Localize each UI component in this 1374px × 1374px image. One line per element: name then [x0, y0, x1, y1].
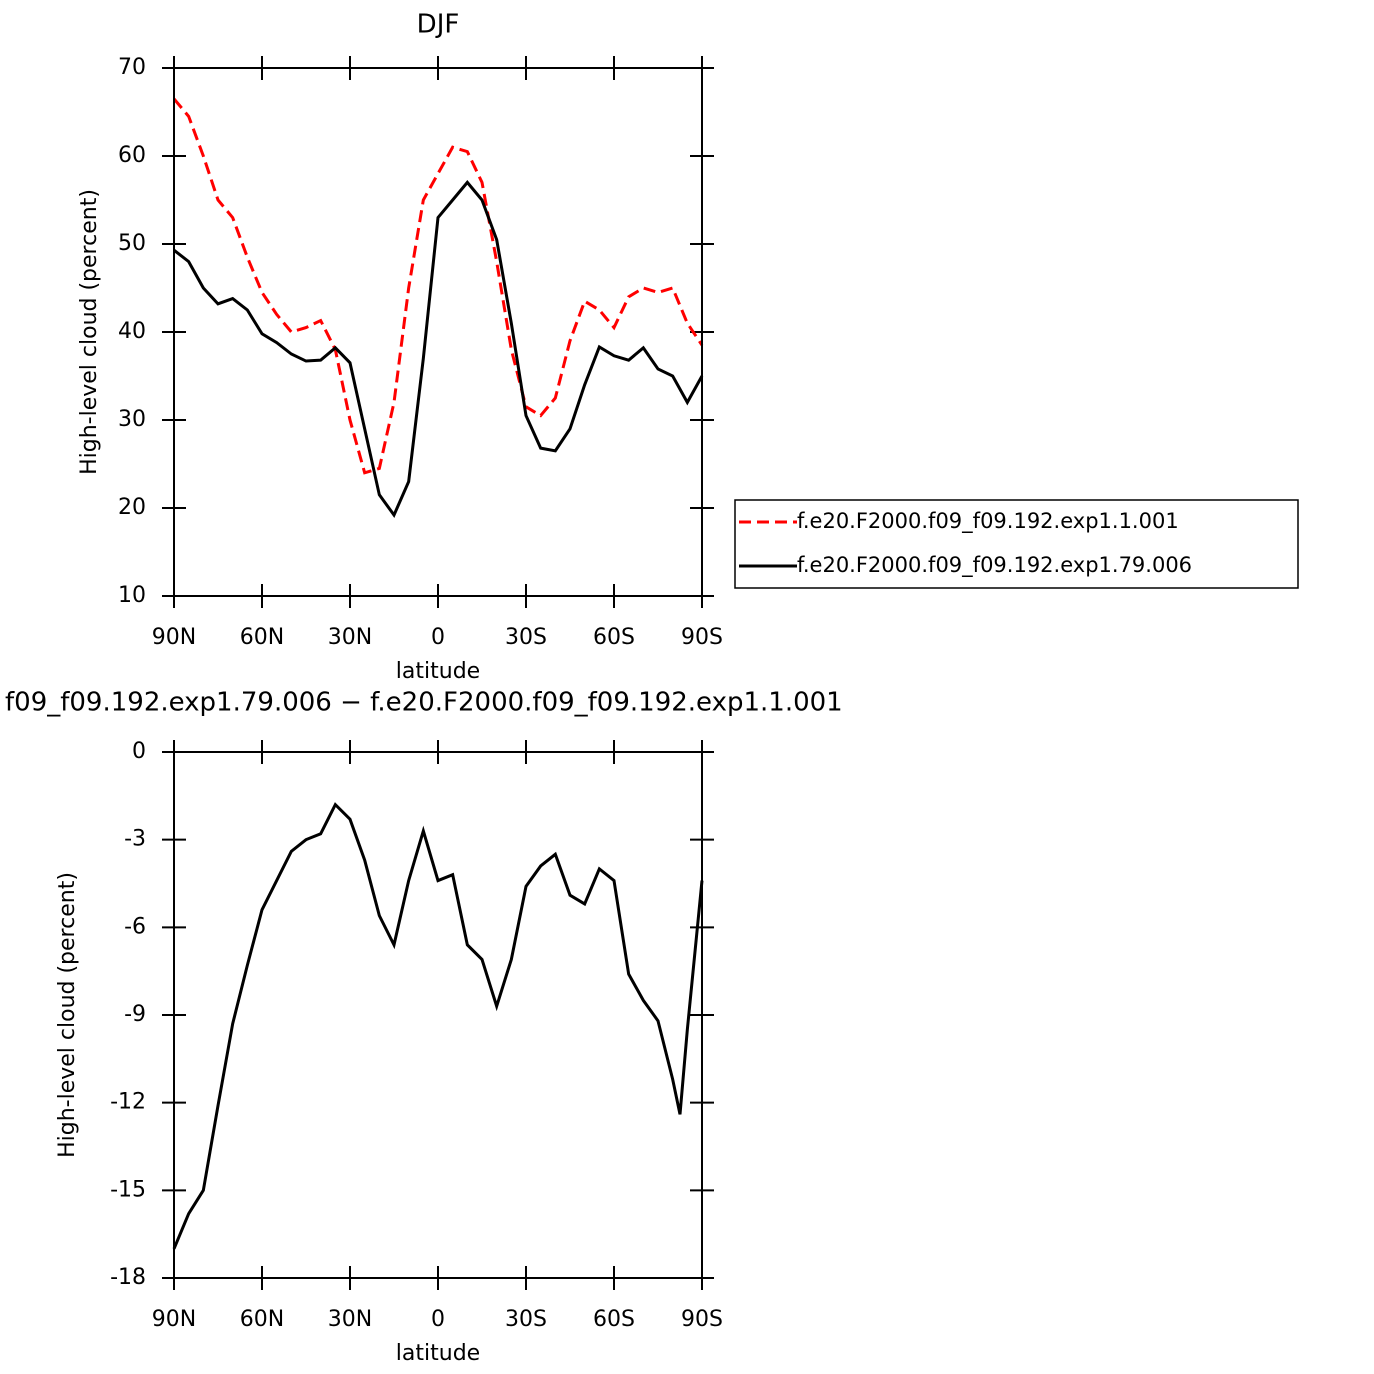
chart-title: f09_f09.192.exp1.79.006 − f.e20.F2000.f0… [5, 688, 843, 718]
x-tick-label: 60N [240, 1307, 284, 1332]
series-line [172, 802, 704, 1250]
plot-frame [173, 67, 703, 597]
y-tick-label: -18 [110, 1265, 146, 1290]
x-tick-label: 60S [593, 1307, 635, 1332]
y-axis-label: High-level cloud (percent) [55, 872, 80, 1158]
x-tick-label: 60N [240, 625, 284, 650]
legend-label: f.e20.F2000.f09_f09.192.exp1.79.006 [797, 553, 1192, 578]
y-tick-label: -12 [110, 1090, 146, 1115]
x-tick-label: 0 [431, 625, 445, 650]
y-tick-label: 60 [118, 143, 146, 168]
y-axis-label: High-level cloud (percent) [77, 189, 102, 475]
y-tick-label: 40 [118, 319, 146, 344]
y-tick-label: -9 [124, 1002, 146, 1027]
x-tick-label: 30S [505, 1307, 547, 1332]
y-tick-label: 50 [118, 231, 146, 256]
x-tick-label: 30N [328, 625, 372, 650]
y-tick-label: -6 [124, 914, 146, 939]
x-tick-label: 30S [505, 625, 547, 650]
legend-box [734, 499, 1299, 589]
y-tick-label: 0 [132, 739, 146, 764]
y-tick-label: -3 [124, 827, 146, 852]
x-tick-label: 90N [152, 1307, 196, 1332]
legend-label: f.e20.F2000.f09_f09.192.exp1.1.001 [797, 509, 1179, 534]
x-axis-label: latitude [396, 659, 480, 684]
series-line [173, 180, 704, 519]
y-tick-label: 10 [118, 583, 146, 608]
chart-title: DJF [417, 10, 460, 40]
x-tick-label: 30N [328, 1307, 372, 1332]
x-tick-label: 0 [431, 1307, 445, 1332]
y-tick-label: 70 [118, 55, 146, 80]
y-tick-label: 30 [118, 407, 146, 432]
plot-frame [173, 751, 703, 1279]
x-tick-label: 60S [593, 625, 635, 650]
x-tick-label: 90S [681, 625, 723, 650]
y-tick-label: 20 [118, 495, 146, 520]
x-tick-label: 90S [681, 1307, 723, 1332]
x-axis-label: latitude [396, 1341, 480, 1366]
x-tick-label: 90N [152, 625, 196, 650]
series-line [172, 97, 704, 475]
y-tick-label: -15 [110, 1177, 146, 1202]
